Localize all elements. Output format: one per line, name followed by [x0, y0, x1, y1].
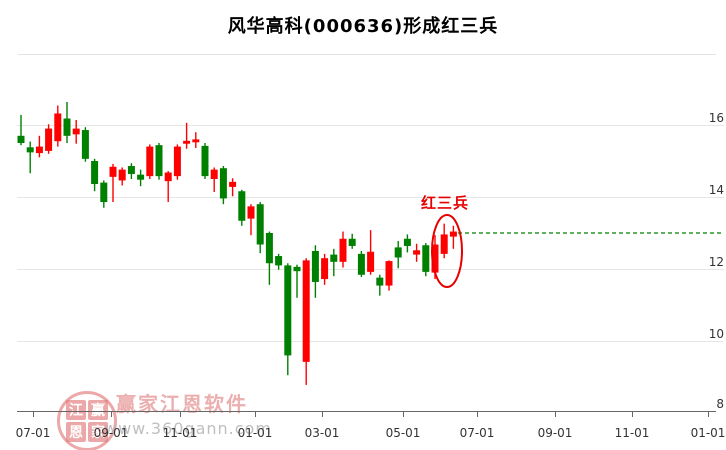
seal-char: 家	[88, 422, 108, 442]
candle-body	[63, 118, 71, 136]
candle-body	[385, 261, 393, 286]
candle-body	[256, 204, 264, 245]
candle-body	[229, 181, 237, 187]
candle-body	[109, 166, 117, 177]
x-tick-label: 09-01	[94, 426, 129, 440]
y-tick-label: 10	[709, 327, 724, 341]
x-tick-label: 11-01	[615, 426, 650, 440]
candle-body	[321, 258, 329, 280]
pattern-ellipse	[431, 214, 463, 288]
candle-body	[137, 174, 145, 180]
candle-body	[118, 169, 126, 181]
candle-body	[449, 231, 457, 237]
x-tick-label: 07-01	[16, 426, 51, 440]
x-tick-label: 01-01	[691, 426, 726, 440]
candle-body	[183, 140, 191, 144]
y-tick-label: 8	[716, 397, 724, 411]
seal-char: 恩	[66, 422, 86, 442]
candle-body	[330, 254, 338, 262]
candle-body	[72, 128, 80, 135]
y-tick-label: 12	[709, 255, 724, 269]
candle-body	[413, 250, 421, 255]
candle-body	[311, 251, 319, 282]
candle-body	[357, 253, 365, 275]
x-tick-label: 11-01	[163, 426, 198, 440]
candle-body	[17, 135, 25, 143]
chart-title: 风华高科(000636)形成红三兵	[227, 16, 499, 37]
watermark-url-text: www.360gann.com	[104, 419, 272, 438]
candle-body	[367, 251, 375, 272]
candle-body	[275, 256, 283, 266]
candle-body	[210, 169, 218, 179]
candle-body	[201, 145, 209, 177]
candle-body	[91, 161, 99, 185]
x-tick-label: 01-01	[238, 426, 273, 440]
candle-body	[45, 128, 53, 151]
y-tick-label: 14	[709, 183, 724, 197]
candle-body	[164, 172, 172, 182]
title-divider	[18, 54, 716, 55]
candle-body	[302, 260, 310, 362]
candle-body	[339, 238, 347, 262]
x-tick-label: 05-01	[386, 426, 421, 440]
pattern-annotation-label: 红三兵	[421, 194, 470, 212]
candle-body	[394, 247, 402, 258]
y-tick-label: 16	[709, 111, 724, 125]
candle-body	[376, 277, 384, 286]
candle-body	[35, 146, 43, 154]
candle-body	[192, 139, 200, 143]
x-tick-label: 09-01	[538, 426, 573, 440]
candle-body	[348, 238, 356, 246]
candle-body	[247, 206, 255, 219]
candle-body	[440, 234, 448, 254]
candle-body	[155, 145, 163, 177]
candle-body	[100, 182, 108, 203]
candle-body	[284, 265, 292, 356]
candle-body	[54, 113, 62, 142]
x-tick-label: 03-01	[305, 426, 340, 440]
candle-body	[146, 146, 154, 177]
candle-body	[81, 130, 89, 159]
candle-body	[403, 238, 411, 246]
candle-body	[26, 147, 34, 153]
candle-body	[431, 244, 439, 273]
candle-body	[422, 245, 430, 272]
candle-body	[238, 191, 246, 221]
candle-body	[219, 168, 227, 199]
candle-body	[127, 166, 135, 174]
candle-body	[293, 266, 301, 272]
candle-body	[173, 146, 181, 177]
x-tick-label: 07-01	[460, 426, 495, 440]
candle-body	[265, 233, 273, 264]
